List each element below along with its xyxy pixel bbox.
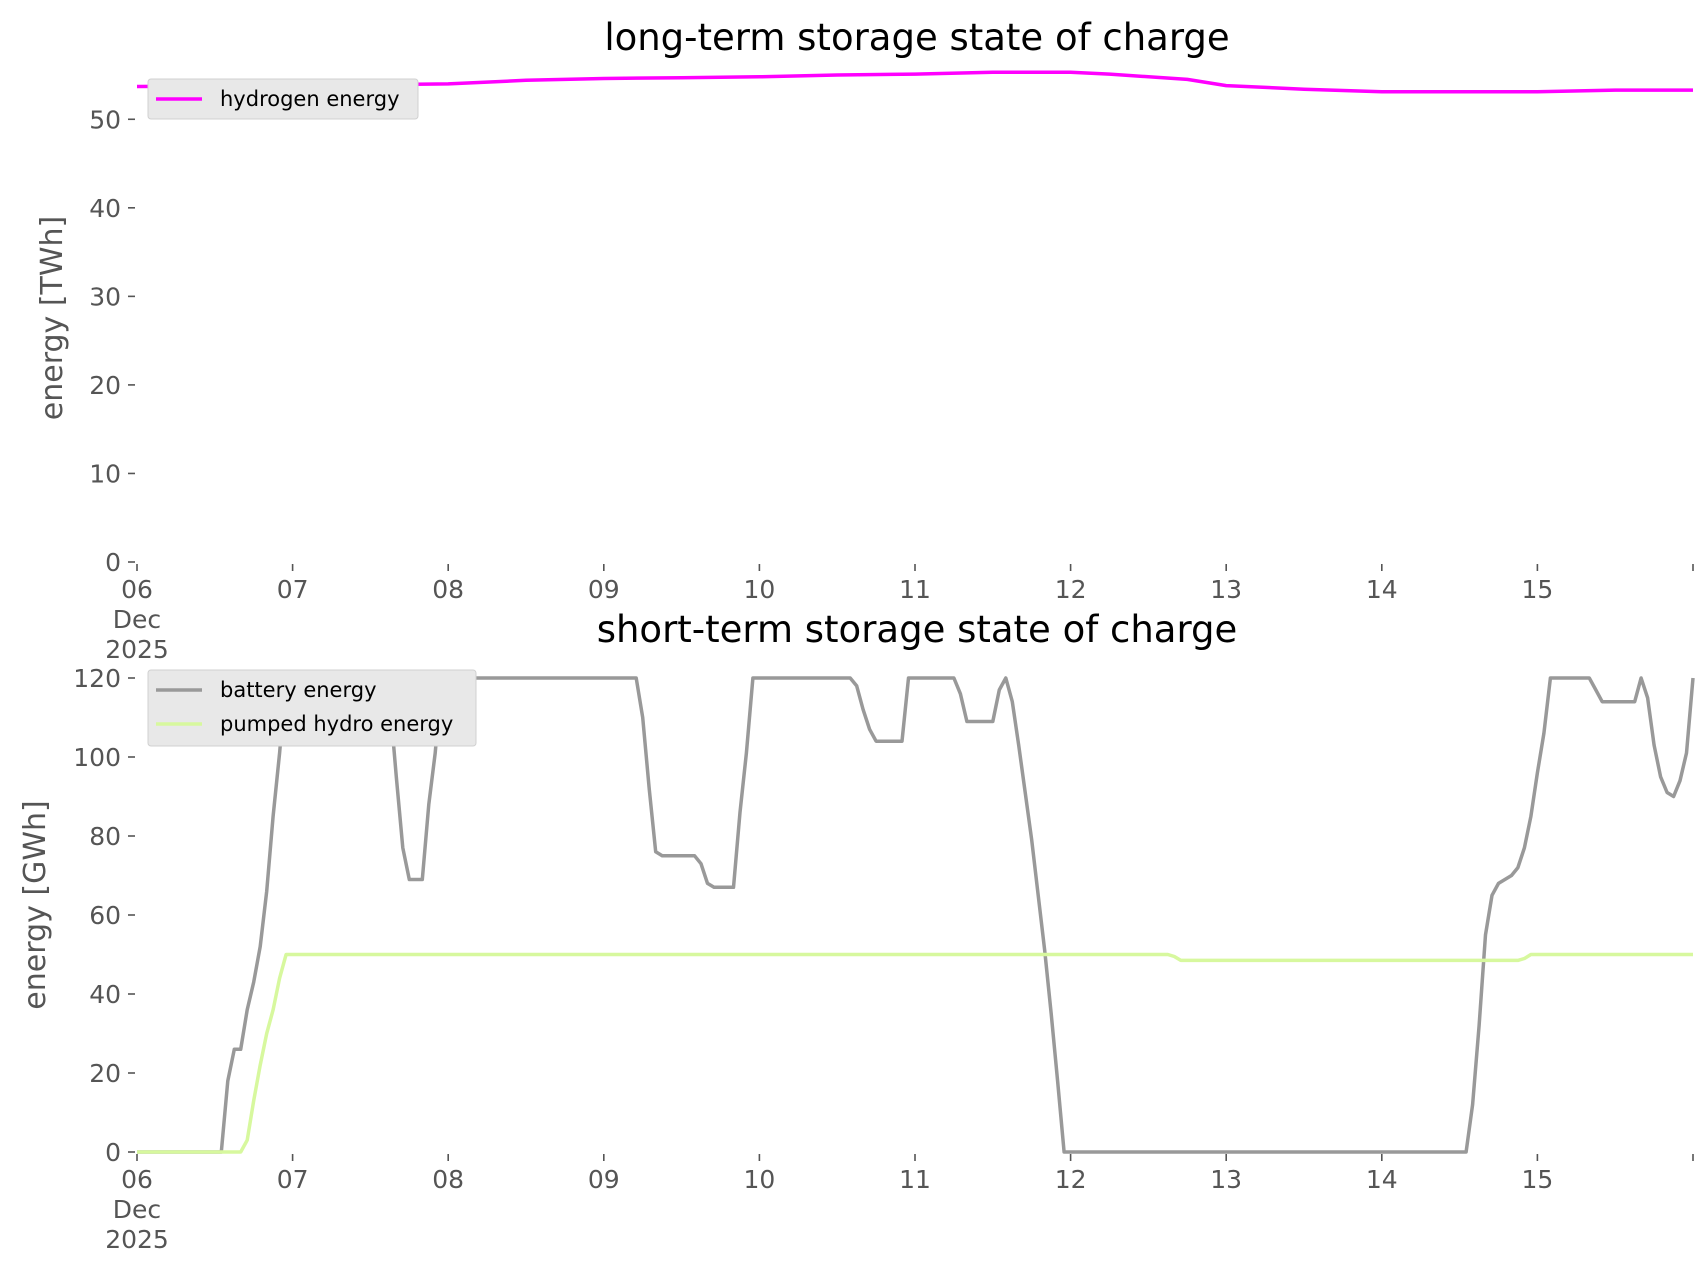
x-tick-label: 13	[1210, 575, 1242, 604]
x-tick-label: 09	[588, 1165, 620, 1194]
x-tick-label: 15	[1521, 1165, 1553, 1194]
x-tick-label: 10	[743, 1165, 775, 1194]
series-line-1	[137, 952, 1693, 1154]
x-tick-label-year: 2025	[105, 1225, 169, 1254]
x-tick-label: 07	[277, 1165, 309, 1194]
y-tick-label: 40	[89, 194, 121, 223]
x-tick-label: 13	[1210, 1165, 1242, 1194]
chart-1-ylabel: energy [TWh]	[35, 216, 70, 420]
chart-1-title: long-term storage state of charge	[604, 16, 1229, 59]
y-tick-label: 60	[89, 901, 121, 930]
x-tick-label: 12	[1055, 575, 1087, 604]
series-line-0	[137, 676, 1695, 1154]
y-tick-label: 50	[89, 105, 121, 134]
y-tick-label: 100	[73, 743, 121, 772]
x-tick-label: 10	[743, 575, 775, 604]
legend-label: hydrogen energy	[220, 87, 400, 111]
y-tick-label: 40	[89, 980, 121, 1009]
x-tick-label: 11	[899, 575, 931, 604]
chart-2-ylabel: energy [GWh]	[18, 800, 53, 1009]
x-tick-label: 15	[1521, 575, 1553, 604]
x-tick-label: 08	[432, 1165, 464, 1194]
x-tick-label-month: Dec	[113, 1195, 161, 1224]
y-tick-label: 20	[89, 1059, 121, 1088]
x-tick-label-year: 2025	[105, 635, 169, 664]
x-tick-label: 09	[588, 575, 620, 604]
x-tick-label: 14	[1366, 575, 1398, 604]
x-tick-label: 14	[1366, 1165, 1398, 1194]
legend-label: pumped hydro energy	[220, 712, 453, 736]
y-tick-label: 120	[73, 664, 121, 693]
x-tick-label: 11	[899, 1165, 931, 1194]
x-tick-label: 08	[432, 575, 464, 604]
x-tick-label: 06	[121, 1165, 153, 1194]
series-line-0	[136, 70, 1693, 94]
legend-label: battery energy	[220, 678, 377, 702]
y-tick-label: 30	[89, 282, 121, 311]
x-tick-label: 06	[121, 575, 153, 604]
x-tick-label-month: Dec	[113, 605, 161, 634]
y-tick-label: 10	[89, 459, 121, 488]
y-tick-label: 80	[89, 822, 121, 851]
chart-2-title: short-term storage state of charge	[597, 608, 1238, 651]
y-tick-label: 0	[105, 1138, 121, 1167]
y-tick-label: 20	[89, 371, 121, 400]
x-tick-label: 12	[1055, 1165, 1087, 1194]
legend-box	[147, 669, 477, 747]
x-tick-label: 07	[277, 575, 309, 604]
y-tick-label: 0	[105, 548, 121, 577]
legend-box	[147, 78, 419, 120]
